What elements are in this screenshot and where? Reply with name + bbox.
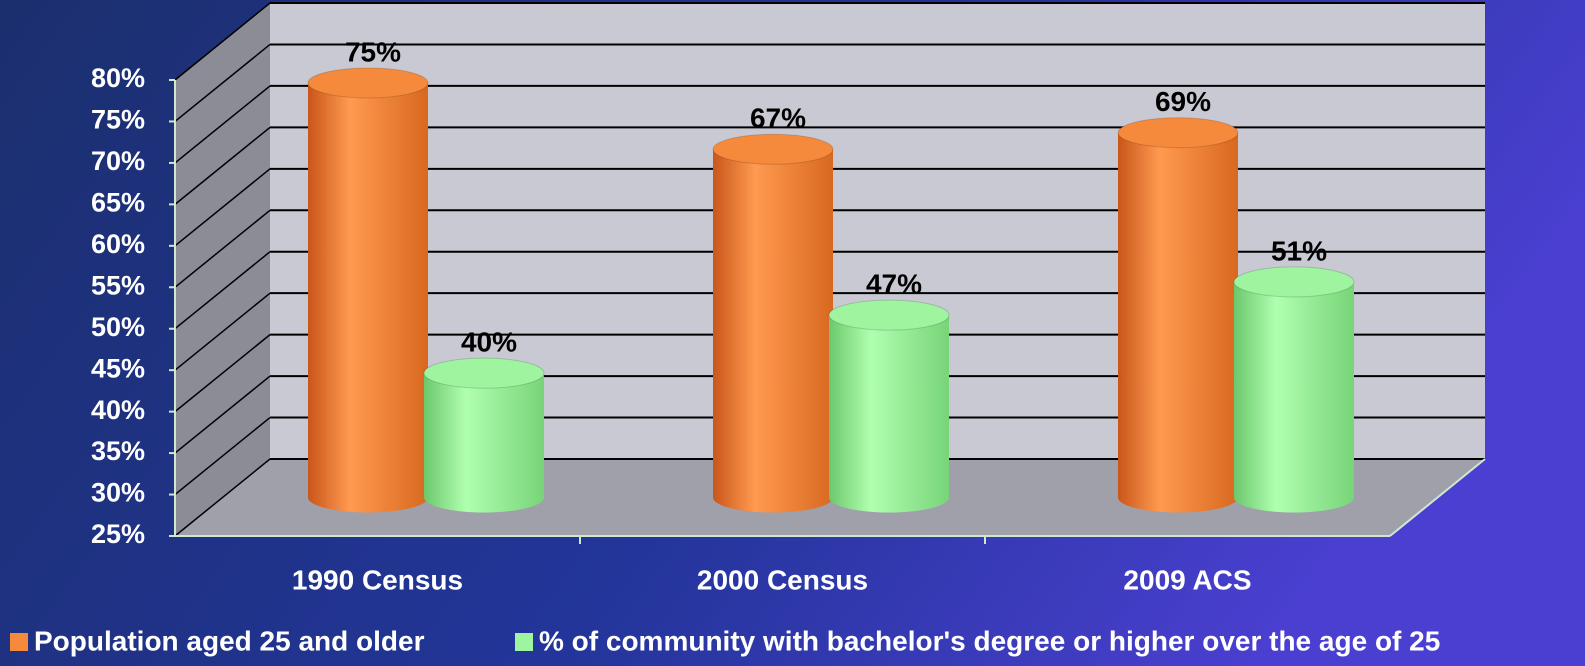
- side-wall: [175, 3, 270, 536]
- y-tick-label: 40%: [91, 395, 145, 425]
- value-label: 47%: [866, 268, 922, 299]
- x-tick-label: 2000 Census: [697, 564, 868, 595]
- bar: [713, 149, 833, 513]
- side-grid-line: [174, 43, 271, 123]
- y-tick-label: 55%: [91, 270, 145, 300]
- bar-top: [307, 67, 429, 99]
- value-label: 75%: [345, 36, 401, 67]
- bar: [308, 82, 428, 513]
- y-tick-label: 30%: [91, 478, 145, 508]
- legend-swatch: [515, 633, 533, 651]
- y-tick-label: 75%: [91, 105, 145, 135]
- side-grid-line: [174, 209, 271, 288]
- bar: [1118, 132, 1238, 513]
- value-label: 51%: [1271, 235, 1327, 266]
- x-tick-label: 1990 Census: [292, 564, 463, 595]
- value-label: 40%: [461, 327, 517, 358]
- bar: [829, 315, 949, 513]
- side-grid-line: [174, 85, 271, 164]
- y-tick-label: 70%: [91, 146, 145, 176]
- side-grid-line: [174, 2, 271, 81]
- y-tick-label: 25%: [91, 519, 145, 549]
- x-tick-label: 2009 ACS: [1123, 564, 1251, 595]
- bar-top: [828, 299, 950, 331]
- side-grid-line: [174, 416, 271, 496]
- floor-edge: [1389, 458, 1486, 537]
- side-grid-line: [174, 292, 271, 371]
- y-tick-label: 65%: [91, 187, 145, 217]
- legend-label: Population aged 25 and older: [34, 625, 425, 656]
- side-grid-line: [174, 458, 271, 537]
- legend-swatch: [10, 633, 28, 651]
- bar-top: [1233, 266, 1355, 298]
- side-grid-line: [174, 375, 271, 454]
- legend-label: % of community with bachelor's degree or…: [539, 625, 1440, 656]
- y-tick-label: 80%: [91, 63, 145, 93]
- side-grid-line: [174, 126, 271, 205]
- side-grid-line: [174, 251, 271, 330]
- bar-top: [712, 133, 834, 165]
- y-tick-label: 45%: [91, 353, 145, 383]
- value-label: 67%: [750, 103, 806, 134]
- bar-top: [423, 357, 545, 389]
- bar: [424, 373, 544, 513]
- bar-top: [1117, 117, 1239, 149]
- value-label: 69%: [1155, 86, 1211, 117]
- side-grid-line: [174, 334, 271, 413]
- bar: [1234, 281, 1354, 513]
- side-grid-line: [174, 168, 271, 247]
- y-tick-label: 35%: [91, 436, 145, 466]
- y-tick-label: 50%: [91, 312, 145, 342]
- y-tick-label: 60%: [91, 229, 145, 259]
